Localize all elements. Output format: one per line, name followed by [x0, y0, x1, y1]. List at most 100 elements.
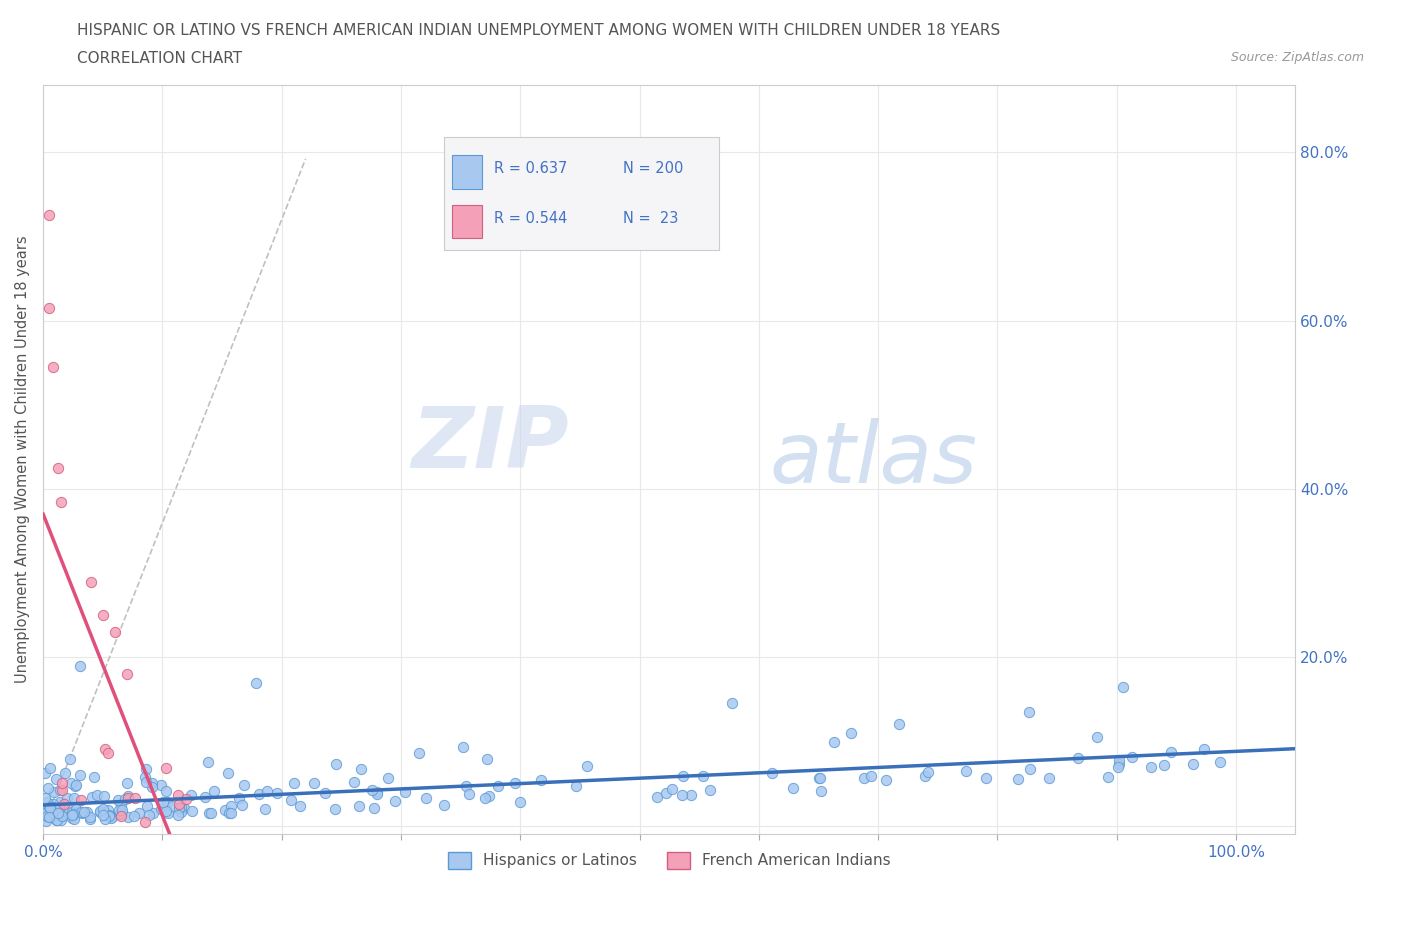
Point [231, 797, 253, 812]
Point [810, 784, 832, 799]
Point [509, 795, 531, 810]
Point [247, 787, 270, 802]
Point [115, 776, 138, 790]
Point [45, 771, 67, 786]
Point [198, 805, 221, 820]
Point [80, 574, 103, 589]
Point [721, 695, 744, 710]
Point [48, 801, 70, 816]
Point [219, 805, 242, 820]
Point [156, 805, 179, 820]
Point [363, 801, 385, 816]
Text: CORRELATION CHART: CORRELATION CHART [77, 51, 242, 66]
Point [782, 780, 804, 795]
Point [46, 806, 69, 821]
Point [280, 793, 302, 808]
Point [302, 776, 325, 790]
Point [889, 717, 911, 732]
Point [34, 765, 56, 780]
Point [49, 806, 72, 821]
Point [35, 804, 58, 819]
Point [79, 812, 101, 827]
Point [167, 801, 190, 816]
Point [42, 785, 65, 800]
Point [142, 806, 165, 821]
Point [34, 790, 56, 805]
Point [135, 762, 157, 777]
Point [1192, 742, 1215, 757]
Point [141, 779, 163, 794]
Point [117, 789, 139, 804]
Point [488, 778, 510, 793]
Point [170, 799, 193, 814]
Point [97, 803, 120, 817]
Point [111, 803, 134, 817]
Point [647, 790, 669, 804]
Point [914, 768, 936, 783]
Point [859, 768, 882, 783]
Point [76, 804, 98, 819]
Point [394, 785, 416, 800]
Point [124, 790, 146, 805]
Point [114, 791, 136, 806]
Point [194, 790, 217, 804]
Point [474, 790, 496, 805]
Point [49, 794, 72, 809]
Point [174, 791, 197, 806]
Point [94, 807, 117, 822]
Point [73, 805, 96, 820]
Text: ZIP: ZIP [412, 403, 569, 486]
Point [38, 801, 60, 816]
Point [349, 799, 371, 814]
Point [100, 811, 122, 826]
Point [63, 779, 86, 794]
Point [35, 795, 58, 810]
Point [1160, 745, 1182, 760]
Point [228, 790, 250, 805]
Point [69, 792, 91, 807]
Point [69, 658, 91, 673]
Point [1108, 756, 1130, 771]
Point [155, 784, 177, 799]
Point [160, 798, 183, 813]
Point [671, 788, 693, 803]
Point [134, 814, 156, 829]
Point [91, 608, 114, 623]
Point [200, 805, 222, 820]
Point [53, 765, 76, 780]
Point [179, 788, 201, 803]
Point [38, 800, 60, 815]
Point [89, 804, 111, 818]
Point [122, 809, 145, 824]
Point [503, 776, 526, 790]
Point [181, 804, 204, 818]
Point [110, 809, 132, 824]
Point [976, 771, 998, 786]
Point [149, 778, 172, 793]
Point [32, 800, 55, 815]
Point [97, 745, 120, 760]
Point [135, 775, 157, 790]
Point [152, 795, 174, 810]
Point [1139, 760, 1161, 775]
Point [108, 806, 131, 821]
Point [51, 808, 73, 823]
Point [117, 790, 139, 805]
Point [221, 798, 243, 813]
Point [266, 786, 288, 801]
Point [253, 802, 276, 817]
Point [823, 735, 845, 750]
Point [955, 764, 977, 778]
Point [52, 804, 75, 819]
Point [62, 790, 84, 805]
Point [63, 807, 86, 822]
Point [456, 778, 478, 793]
Point [377, 771, 399, 786]
Point [45, 813, 67, 828]
Point [1038, 770, 1060, 785]
Point [108, 806, 131, 821]
Point [366, 785, 388, 800]
Point [51, 776, 73, 790]
Point [150, 802, 173, 817]
Point [41, 804, 63, 819]
